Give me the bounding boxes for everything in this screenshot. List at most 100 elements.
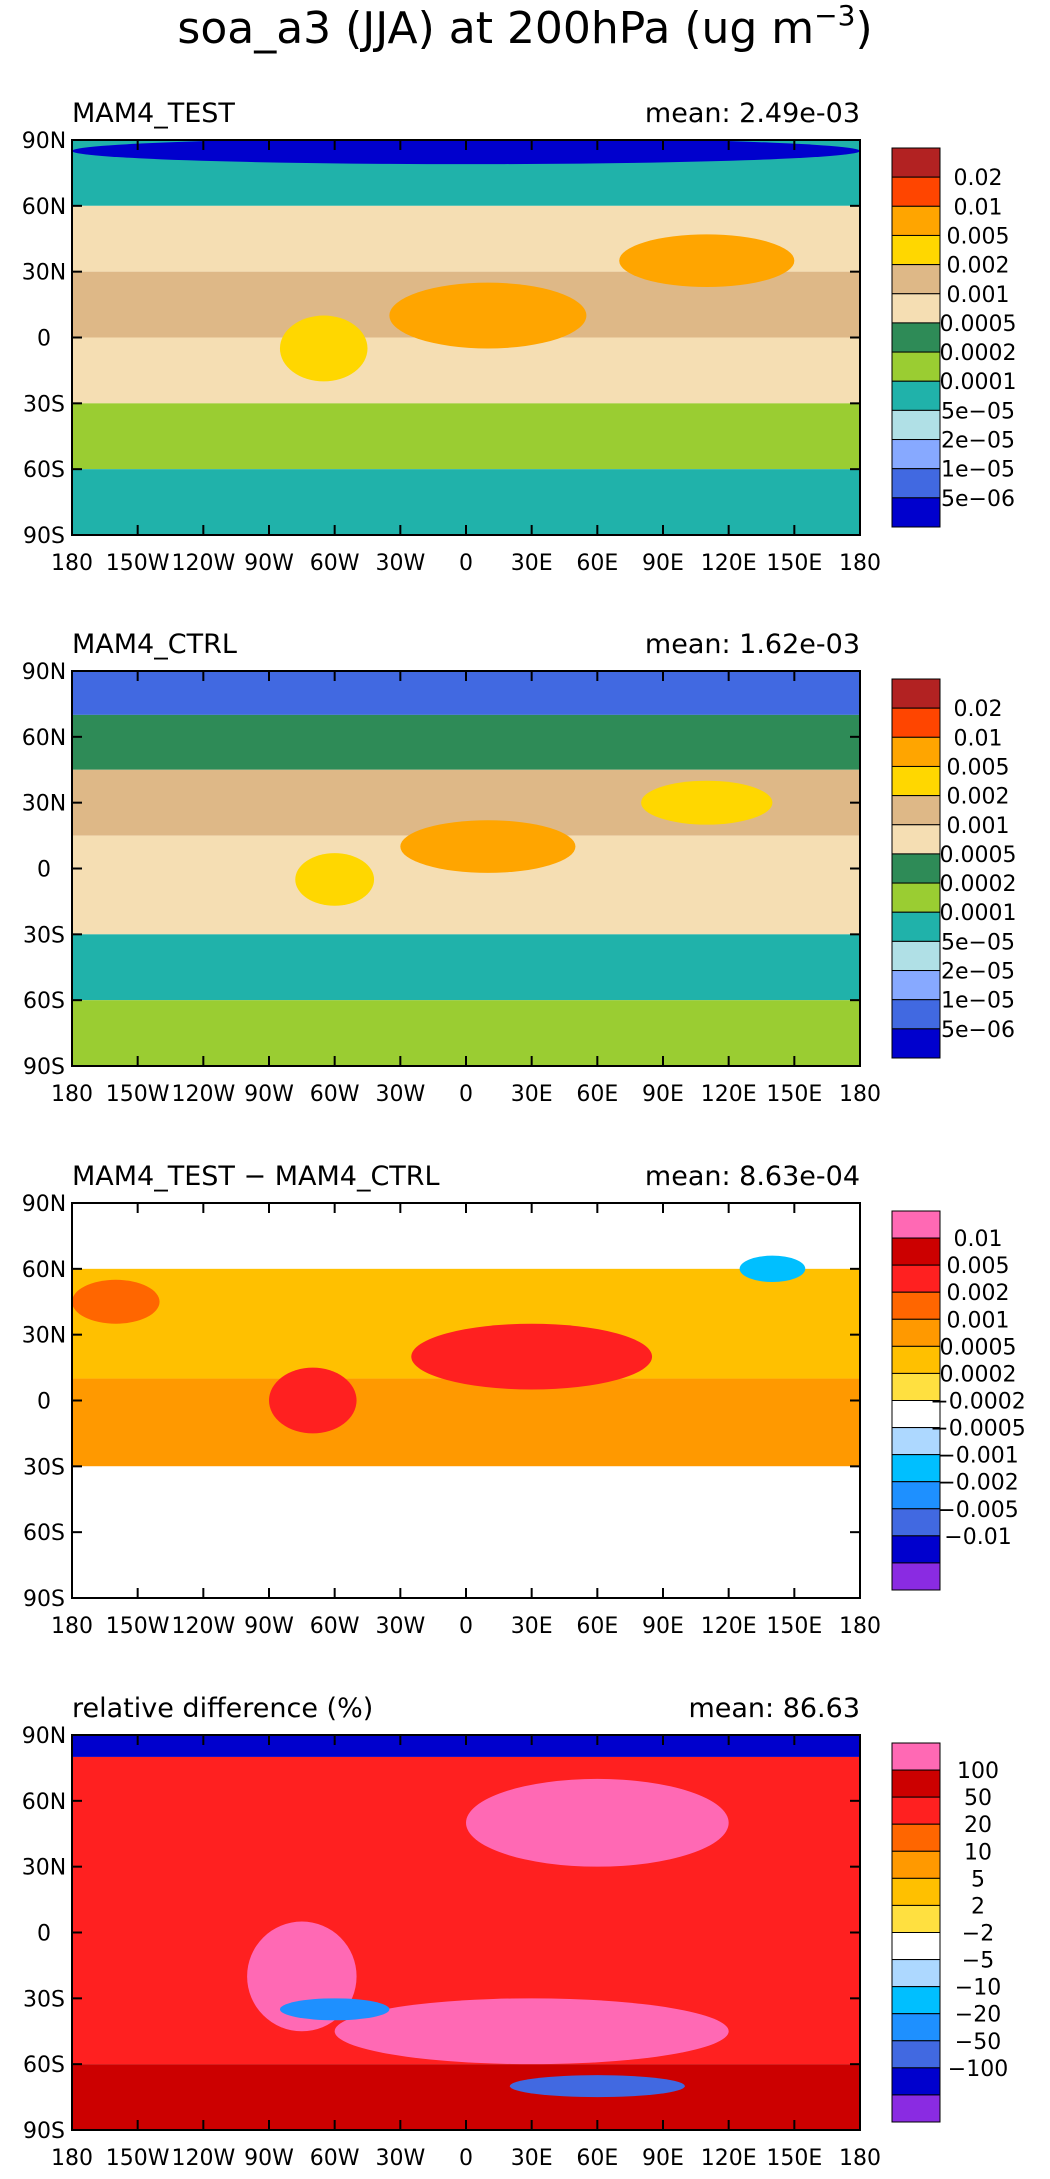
colorbar-box bbox=[891, 1877, 941, 1906]
field-blob bbox=[279, 315, 368, 382]
colorbar-label: 0.0005 bbox=[940, 312, 1017, 337]
colorbar-box bbox=[891, 1291, 941, 1320]
lon-label: 120E bbox=[701, 2146, 757, 2171]
colorbar-label: 0.01 bbox=[954, 195, 1003, 220]
lon-label: 30W bbox=[375, 2146, 425, 2171]
colorbar-label: 2e−05 bbox=[941, 429, 1015, 454]
panel-mean: mean: 2.49e-03 bbox=[645, 98, 860, 129]
colorbar-label: 5 bbox=[971, 1867, 985, 1892]
field-band bbox=[72, 714, 860, 770]
colorbar-label: 0.0005 bbox=[940, 843, 1017, 868]
panel-mean: mean: 8.63e-04 bbox=[645, 1161, 860, 1192]
colorbar-label: −50 bbox=[955, 2030, 1001, 2055]
colorbar-label: 0.005 bbox=[947, 224, 1010, 249]
panel-2: MAM4_CTRL mean: 1.62e-03 90N 60N 30N 0 30S 60S 9… bbox=[22, 629, 1017, 1107]
colorbar-box bbox=[891, 1454, 941, 1483]
lon-label: 90E bbox=[642, 551, 684, 576]
colorbar-label: 5e−06 bbox=[941, 1018, 1015, 1043]
field-blob bbox=[295, 853, 375, 906]
panel-title: relative difference (%) bbox=[72, 1693, 373, 1724]
colorbar-box bbox=[891, 2067, 941, 2096]
lat-label: 60N bbox=[22, 1790, 66, 1815]
colorbar-label: −10 bbox=[955, 1976, 1001, 2001]
lon-label: 60E bbox=[576, 551, 618, 576]
colorbar-box bbox=[891, 2013, 941, 2042]
lon-label: 30E bbox=[511, 1082, 553, 1107]
colorbar-box bbox=[891, 1427, 941, 1456]
colorbar-box bbox=[891, 1372, 941, 1402]
panel-mean: mean: 86.63 bbox=[688, 1693, 860, 1724]
panel-title: MAM4_TEST − MAM4_CTRL bbox=[72, 1161, 440, 1192]
lat-label: 90N bbox=[22, 129, 66, 154]
colorbar-label: 0.001 bbox=[947, 283, 1010, 308]
lon-label: 90W bbox=[244, 1614, 294, 1639]
figure-title: soa_a3 (JJA) at 200hPa (ug m−3) bbox=[177, 0, 872, 54]
lon-label: 120E bbox=[701, 1082, 757, 1107]
colorbar-label: −20 bbox=[955, 2003, 1001, 2028]
lon-label: 150E bbox=[766, 1082, 822, 1107]
colorbar-label: 10 bbox=[964, 1840, 992, 1865]
colorbar-box bbox=[891, 322, 941, 353]
colorbar-box bbox=[891, 736, 941, 767]
field-blob bbox=[279, 1998, 390, 2021]
colorbar-label: 1e−05 bbox=[941, 989, 1015, 1014]
lon-label: 60E bbox=[576, 1614, 618, 1639]
colorbar-label: −0.0005 bbox=[930, 1417, 1025, 1442]
colorbar-label: 0.005 bbox=[947, 755, 1010, 780]
colorbar-box bbox=[891, 795, 941, 826]
colorbar-box bbox=[891, 1932, 941, 1961]
lon-label: 30W bbox=[375, 1614, 425, 1639]
colorbar-box bbox=[891, 147, 941, 178]
lon-label: 180 bbox=[51, 1082, 93, 1107]
lon-label: 90E bbox=[642, 1082, 684, 1107]
colorbar-label: 5e−05 bbox=[941, 930, 1015, 955]
colorbar-box bbox=[891, 1345, 941, 1374]
colorbar-box bbox=[891, 497, 941, 528]
colorbar-box bbox=[891, 234, 941, 266]
colorbar-box bbox=[891, 1535, 941, 1564]
lat-label: 30N bbox=[22, 792, 66, 817]
colorbar-box bbox=[891, 1318, 941, 1347]
colorbar-label: −0.001 bbox=[937, 1444, 1018, 1469]
colorbar-label: 1e−05 bbox=[941, 458, 1015, 483]
panel-3: MAM4_TEST − MAM4_CTRL mean: 8.63e-04 90N 60… bbox=[22, 1161, 1026, 1639]
colorbar-label: 2e−05 bbox=[941, 960, 1015, 985]
colorbar-box bbox=[891, 468, 941, 499]
lon-label: 180 bbox=[51, 1614, 93, 1639]
colorbar-box bbox=[891, 999, 941, 1030]
colorbar-label: 0.0002 bbox=[940, 872, 1017, 897]
lon-label: 60W bbox=[310, 2146, 360, 2171]
lat-label: 90N bbox=[22, 1724, 66, 1749]
colorbar-box bbox=[891, 2040, 941, 2069]
lat-label: 90S bbox=[23, 524, 65, 549]
colorbar-box bbox=[891, 2094, 941, 2123]
lon-label: 90W bbox=[244, 551, 294, 576]
colorbar-box bbox=[891, 911, 941, 942]
panel-mean: mean: 1.62e-03 bbox=[645, 629, 860, 660]
colorbar-label: 0.0001 bbox=[940, 901, 1017, 926]
lon-label: 30E bbox=[511, 551, 553, 576]
lon-label: 180 bbox=[839, 2146, 881, 2171]
colorbar-label: 0.02 bbox=[954, 166, 1003, 191]
lon-label: 120W bbox=[171, 1614, 235, 1639]
colorbar-label: 0.002 bbox=[947, 785, 1010, 810]
lat-label: 90S bbox=[23, 1055, 65, 1080]
lat-label: 90S bbox=[23, 1587, 65, 1612]
colorbar-label: 0.001 bbox=[947, 1308, 1010, 1333]
lon-label: 60W bbox=[310, 1082, 360, 1107]
lon-label: 150W bbox=[106, 2146, 170, 2171]
title-superscript: −3 bbox=[814, 0, 855, 32]
colorbar-box bbox=[891, 409, 941, 441]
panel-4: relative difference (%) mean: 86.63 90N 60N… bbox=[22, 1693, 1008, 2171]
colorbar-box bbox=[891, 1850, 941, 1879]
field-band bbox=[72, 1000, 860, 1066]
colorbar-box bbox=[891, 1028, 941, 1059]
field-band bbox=[72, 934, 860, 1001]
lon-label: 60E bbox=[576, 1082, 618, 1107]
lon-label: 0 bbox=[459, 2146, 473, 2171]
panel-field bbox=[72, 140, 860, 535]
panel-field bbox=[72, 671, 860, 1066]
colorbar-label: 0.002 bbox=[947, 1281, 1010, 1306]
